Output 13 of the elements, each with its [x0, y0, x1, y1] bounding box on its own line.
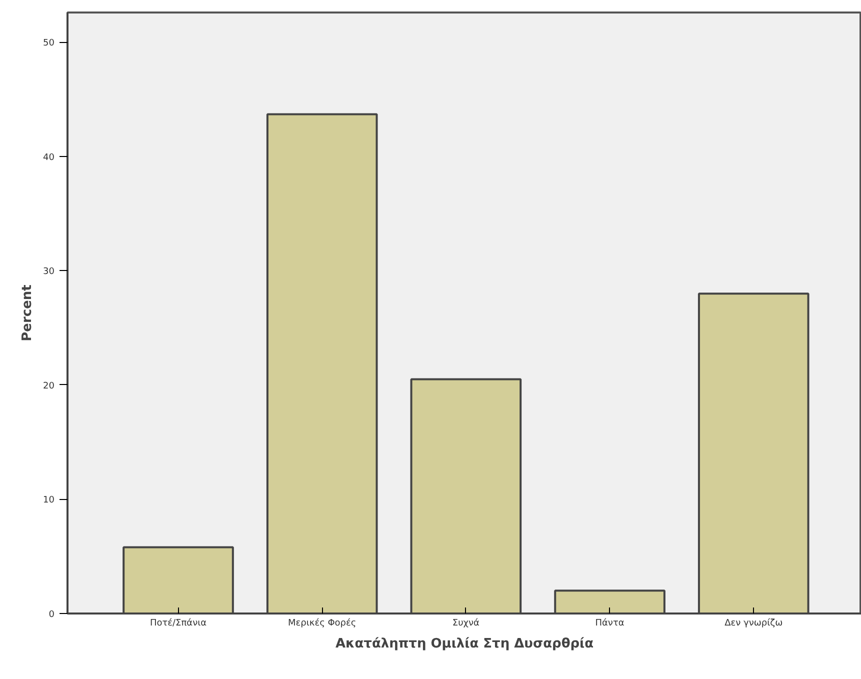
y-tick-label: 40: [43, 152, 55, 163]
y-tick-label: 30: [43, 267, 55, 278]
y-axis-title: Percent: [20, 284, 36, 342]
y-tick-label: 0: [48, 610, 55, 620]
x-tick-label: Μερικές Φορές: [288, 618, 356, 628]
y-tick-label: 50: [43, 38, 55, 49]
x-tick-label: Δεν γνωρίζω: [724, 618, 783, 628]
x-tick-label: Συχνά: [452, 618, 480, 628]
x-axis-title: Ακατάληπτη Ομιλία Στη Δυσαρθρία: [335, 636, 594, 652]
x-tick-label: Ποτέ/Σπάνια: [150, 618, 207, 628]
y-tick-label: 20: [43, 381, 55, 392]
y-tick-label: 10: [43, 496, 55, 506]
x-tick-label: Πάντα: [595, 618, 624, 628]
